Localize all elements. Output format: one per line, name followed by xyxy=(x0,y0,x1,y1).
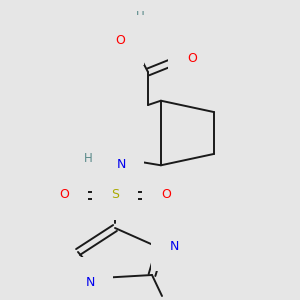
Text: N: N xyxy=(85,275,95,289)
Text: O: O xyxy=(161,188,171,202)
Text: N: N xyxy=(169,239,179,253)
Text: S: S xyxy=(111,188,119,202)
Text: O: O xyxy=(187,52,197,64)
Text: O: O xyxy=(115,34,125,46)
Text: N: N xyxy=(116,158,126,172)
Text: H: H xyxy=(136,10,144,22)
Text: H: H xyxy=(84,152,92,164)
Text: O: O xyxy=(59,188,69,202)
